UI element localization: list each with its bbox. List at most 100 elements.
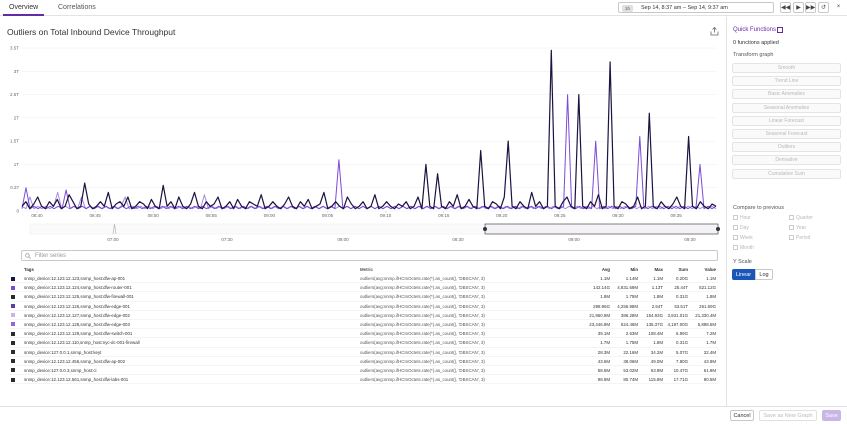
compare-day-checkbox[interactable]: Day xyxy=(733,225,749,232)
transform-seasonal-forecast-button[interactable]: Seasonal Forecast xyxy=(732,129,841,139)
table-row[interactable]: snmp_device:12.123.12.128,snmp_host:dfw-… xyxy=(10,320,718,330)
checkbox-icon xyxy=(789,225,794,230)
row-avg: 21,960.9M xyxy=(589,312,610,318)
y-scale-linear-button[interactable]: Linear xyxy=(732,269,755,280)
row-value: 1.8M xyxy=(706,294,716,300)
row-sum: 3,931.01G xyxy=(667,312,688,318)
row-sum: 4,197.00G xyxy=(667,321,688,327)
reset-icon: ↺ xyxy=(820,5,827,11)
table-row[interactable]: snmp_device:12.123.12.123,snmp_host:dfw-… xyxy=(10,274,718,284)
row-value: 7.2M xyxy=(706,331,716,337)
compare-month-checkbox[interactable]: Month xyxy=(733,245,754,252)
col-tags[interactable]: Tags xyxy=(24,267,34,272)
compare-period-checkbox[interactable]: Period xyxy=(789,235,810,242)
time-range-text: Sep 14, 8:37 am – Sep 14, 9:37 am xyxy=(641,5,728,11)
x-tick-label: 09:35 xyxy=(670,213,682,218)
time-range-picker[interactable]: 1h Sep 14, 8:37 am – Sep 14, 9:37 am xyxy=(618,2,774,13)
play-icon: ▶ xyxy=(796,5,801,11)
table-row[interactable]: snmp_device:12.123.12.124,snmp_host:dfw-… xyxy=(10,283,718,293)
tab-correlations[interactable]: Correlations xyxy=(58,4,96,11)
row-value: 1.7M xyxy=(706,340,716,346)
transform-linear-forecast-button[interactable]: Linear Forecast xyxy=(732,115,841,126)
navigator-selection[interactable] xyxy=(484,223,719,235)
checkbox-label: Week xyxy=(740,235,753,241)
col-sum[interactable]: Sum xyxy=(678,267,688,272)
navigator-handle-right[interactable] xyxy=(716,227,720,231)
compare-week-checkbox[interactable]: Week xyxy=(733,235,753,242)
table-header: Tags Metric Avg Min Max Sum Value xyxy=(10,266,718,274)
y-tick-label: 1T xyxy=(14,162,20,167)
step-back-button[interactable]: ◀◀ xyxy=(780,2,791,13)
table-row[interactable]: snmp_device:12.123.12.127,snmp_host:dfw-… xyxy=(10,311,718,320)
navigator-handle-left[interactable] xyxy=(483,227,487,231)
y-scale-log-button[interactable]: Log xyxy=(755,269,773,280)
row-metric: outliers(avg:snmp.ifHCInOctets.rate(*).a… xyxy=(360,276,485,281)
col-max[interactable]: Max xyxy=(654,267,663,272)
series-line[interactable] xyxy=(21,49,717,210)
row-value: 261.69G xyxy=(699,303,716,309)
compare-hour-checkbox[interactable]: Hour xyxy=(733,215,751,222)
y-tick-label: 1.5T xyxy=(10,139,19,144)
filter-series-input[interactable]: Filter series xyxy=(21,250,718,261)
x-tick-label: 08:45 xyxy=(89,213,101,218)
x-tick-label: 08:55 xyxy=(206,213,218,218)
transform-seasonal-anomalies-button[interactable]: Seasonal Anomalies xyxy=(732,102,841,113)
transform-derivative-button[interactable]: Derivative xyxy=(732,155,841,166)
y-tick-label: 2T xyxy=(14,115,20,120)
row-max: 135.37G xyxy=(646,321,663,327)
transform-outliers-button[interactable]: Outliers xyxy=(732,142,841,153)
row-tags: snmp_device:12.123.12.561,snmp_host:dfw-… xyxy=(24,377,129,383)
save-button[interactable]: Save xyxy=(822,410,841,421)
close-button[interactable]: × xyxy=(833,2,844,13)
search-icon xyxy=(25,253,31,259)
reset-button[interactable]: ↺ xyxy=(818,2,829,13)
col-avg[interactable]: Avg xyxy=(601,267,610,272)
timeseries-chart[interactable]: 0 0.37 1T 1.5T 2T 2.5T 3T 3.5T 08:40 08:45 08:50 0… xyxy=(0,40,725,222)
table-row[interactable]: snmp_device:12.123.12.125,snmp_host:dfw-… xyxy=(10,292,718,302)
table-row[interactable]: snmp_device:12.123.12.129,snmp_host:dfw-… xyxy=(10,329,718,339)
quick-functions-link[interactable]: Quick Functions xyxy=(733,27,777,33)
series-color-swatch xyxy=(11,368,15,373)
compare-quarter-checkbox[interactable]: Quarter xyxy=(789,215,813,222)
step-forward-button[interactable]: ▶▶ xyxy=(805,2,816,13)
external-link-icon[interactable] xyxy=(777,27,783,33)
checkbox-label: Period xyxy=(796,235,811,241)
transform-trend-line-button[interactable]: Trend Line xyxy=(732,76,841,87)
transform-graph-label: Transform graph xyxy=(733,52,774,58)
navigator-tick-label: 09:00 xyxy=(568,237,580,242)
row-metric: outliers(avg:snmp.ifHCInOctets.rate(*).a… xyxy=(360,377,485,383)
row-value: 21,330.4M xyxy=(695,312,716,318)
row-value: 61.9M xyxy=(703,367,716,373)
time-navigator[interactable]: 07:00 07:30 08:00 08:30 09:00 09:30 xyxy=(0,222,725,244)
row-metric: outliers(avg:snmp.ifHCInOctets.rate(*).a… xyxy=(360,303,485,309)
transform-cumulative-sum-button[interactable]: Cumulative Sum xyxy=(732,168,841,179)
table-row[interactable]: snmp_device:12.123.12.456,snmp_host:dfw-… xyxy=(10,357,718,366)
tab-overview[interactable]: Overview xyxy=(3,0,45,16)
col-metric[interactable]: Metric xyxy=(360,267,373,272)
table-row[interactable]: snmp_device:12.123.12.110,snmp_host:nyc-… xyxy=(10,338,718,348)
transform-basic-anomalies-button[interactable]: Basic Anomalies xyxy=(732,89,841,100)
cancel-button[interactable]: Cancel xyxy=(730,410,754,421)
col-min[interactable]: Min xyxy=(630,267,638,272)
transform-smooth-button[interactable]: Smooth xyxy=(732,63,841,73)
row-metric: outliers(avg:snmp.ifHCInOctets.rate(*).a… xyxy=(360,294,485,300)
table-row[interactable]: snmp_device:12.123.12.126,snmp_host:dfw-… xyxy=(10,302,718,311)
row-min: 4,255.98M xyxy=(617,303,638,309)
table-row[interactable]: snmp_device:127.0.0.3,snmp_host:ci outlie… xyxy=(10,366,718,376)
top-bar: Overview Correlations 1h Sep 14, 8:37 am… xyxy=(0,0,847,16)
row-metric: outliers(avg:snmp.ifHCInOctets.rate(*).a… xyxy=(360,358,485,364)
row-min: 1.75M xyxy=(625,340,638,346)
row-sum: 10.47G xyxy=(673,367,688,373)
table-row[interactable]: snmp_device:12.123.12.561,snmp_host:dfw-… xyxy=(10,375,718,385)
x-tick-label: 09:15 xyxy=(438,213,450,218)
row-avg: 1.1M xyxy=(600,276,610,281)
col-value[interactable]: Value xyxy=(704,267,716,272)
row-min: 53.02M xyxy=(623,367,638,373)
navigator-tick-label: 09:30 xyxy=(684,237,696,242)
row-sum: 25.44T xyxy=(674,285,688,291)
table-row[interactable]: snmp_device:127.0.0.1,snmp_host:keyt outl… xyxy=(10,348,718,357)
play-button[interactable]: ▶ xyxy=(793,2,804,13)
export-icon[interactable] xyxy=(710,27,719,36)
compare-year-checkbox[interactable]: Year xyxy=(789,225,806,232)
save-as-new-graph-button[interactable]: Save as New Graph xyxy=(759,410,817,421)
